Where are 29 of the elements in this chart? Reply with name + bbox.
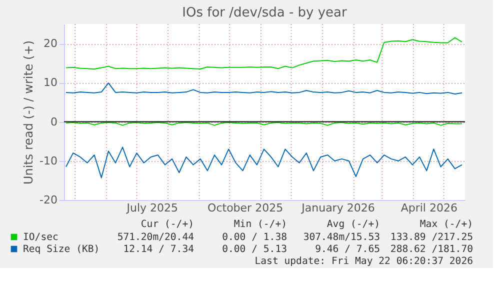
y-tick-label: -20 bbox=[40, 194, 58, 206]
legend-label: IO/sec bbox=[23, 232, 58, 243]
text: 307.48m/15.53 bbox=[303, 232, 380, 243]
text: Avg (-/+) bbox=[326, 219, 380, 230]
text: 0.00 / 1.38 bbox=[222, 232, 288, 243]
y-axis-title: Units read (-) / write (+) bbox=[22, 40, 36, 185]
legend-label: Req Size (KB) bbox=[23, 244, 100, 255]
x-tick-label: January 2026 bbox=[300, 202, 375, 214]
line-series bbox=[66, 82, 462, 95]
text: 0.00 / 5.13 bbox=[222, 244, 288, 255]
y-tick-label: 20 bbox=[44, 37, 58, 50]
line-series bbox=[66, 146, 462, 178]
text: 9.46 / 7.65 bbox=[315, 244, 380, 255]
text: 288.62 /181.70 bbox=[390, 244, 474, 255]
chart-title: IOs for /dev/sda - by year bbox=[182, 6, 348, 20]
x-tick-label: April 2026 bbox=[400, 202, 458, 214]
x-tick-label: October 2025 bbox=[208, 202, 284, 214]
y-tick-label: -10 bbox=[40, 154, 58, 168]
text: Cur (-/+) bbox=[140, 219, 194, 230]
text: 571.20m/20.44 bbox=[117, 232, 194, 243]
text: Max (-/+) bbox=[420, 219, 473, 230]
line-series bbox=[66, 37, 462, 70]
y-tick-label: 0 bbox=[50, 115, 58, 128]
text: Last update: Fri May 22 06:20:37 2026 bbox=[254, 256, 474, 267]
x-tick-label: July 2025 bbox=[126, 202, 178, 214]
text: Min (-/+) bbox=[234, 219, 287, 230]
y-tick-label: 10 bbox=[44, 76, 58, 90]
text: 12.14 / 7.34 bbox=[123, 244, 194, 255]
text: 133.89 /217.25 bbox=[390, 232, 474, 243]
